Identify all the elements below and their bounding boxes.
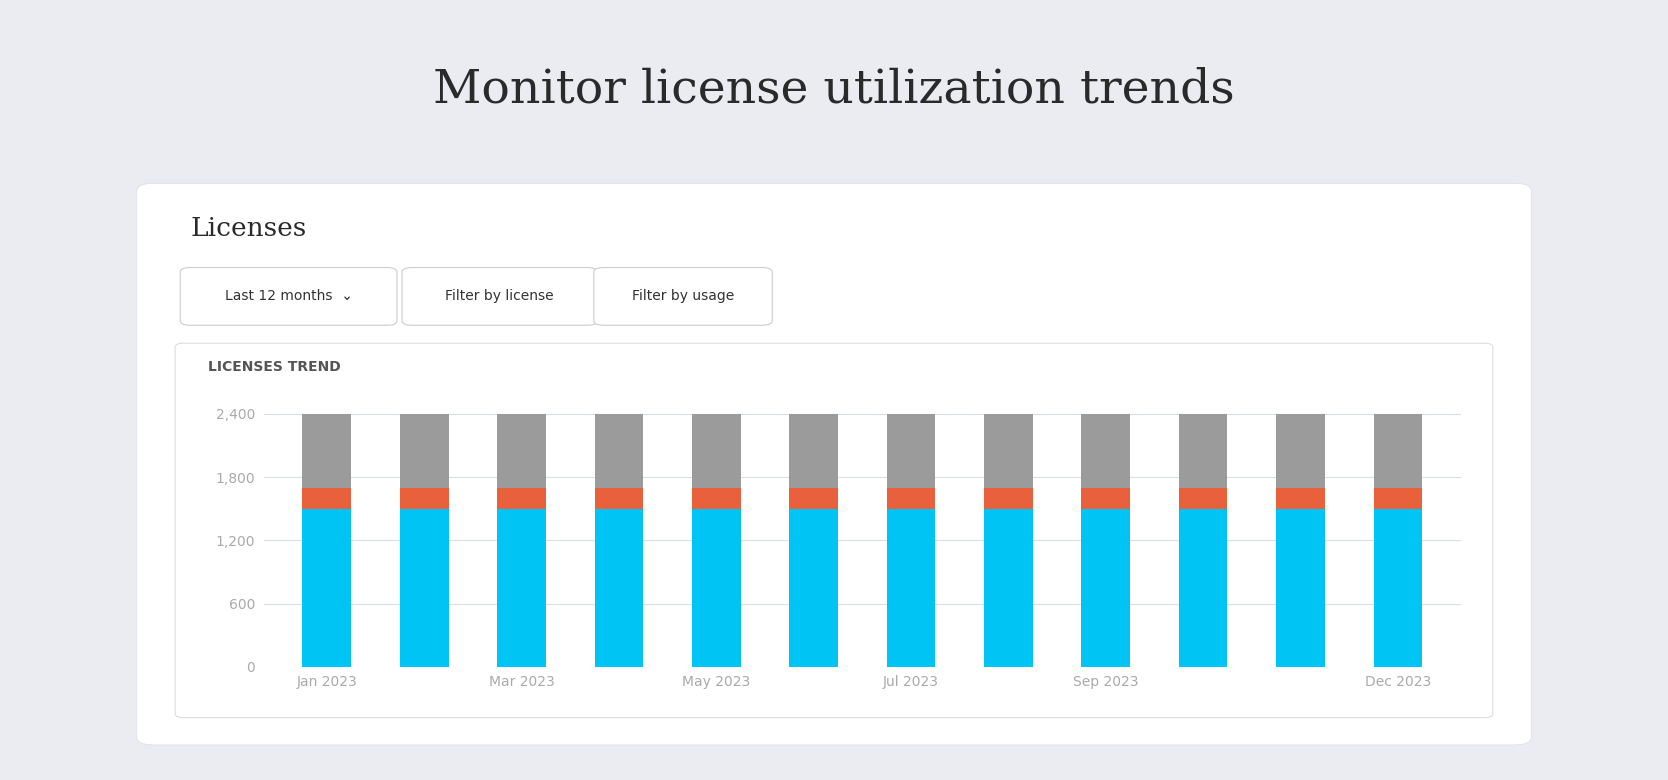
Bar	[1081, 414, 1131, 488]
Bar	[1179, 488, 1228, 509]
Bar	[594, 488, 644, 509]
Text: LICENSES TREND: LICENSES TREND	[208, 360, 342, 374]
Bar	[302, 488, 352, 509]
Bar	[302, 414, 352, 488]
Bar	[497, 414, 545, 488]
Text: Filter by license: Filter by license	[445, 289, 554, 303]
Text: Last 12 months  ⌄: Last 12 months ⌄	[225, 289, 352, 303]
Bar	[400, 414, 449, 488]
Bar	[1373, 509, 1423, 667]
FancyBboxPatch shape	[402, 268, 597, 325]
Bar	[302, 509, 352, 667]
Bar	[789, 509, 837, 667]
Bar	[400, 488, 449, 509]
Text: Filter by usage: Filter by usage	[632, 289, 734, 303]
Bar	[887, 414, 936, 488]
Bar	[1276, 414, 1324, 488]
Bar	[594, 509, 644, 667]
Bar	[1081, 488, 1131, 509]
Bar	[1179, 509, 1228, 667]
Bar	[692, 509, 741, 667]
Bar	[1081, 509, 1131, 667]
Bar	[984, 414, 1032, 488]
Bar	[692, 488, 741, 509]
FancyBboxPatch shape	[175, 343, 1493, 718]
FancyBboxPatch shape	[594, 268, 772, 325]
Bar	[497, 509, 545, 667]
Bar	[692, 414, 741, 488]
FancyBboxPatch shape	[180, 268, 397, 325]
Bar	[789, 414, 837, 488]
Bar	[887, 488, 936, 509]
Text: Monitor license utilization trends: Monitor license utilization trends	[434, 67, 1234, 112]
Bar	[984, 509, 1032, 667]
Bar	[887, 509, 936, 667]
Bar	[400, 509, 449, 667]
Bar	[594, 414, 644, 488]
Bar	[1373, 488, 1423, 509]
Bar	[1373, 414, 1423, 488]
Bar	[1276, 488, 1324, 509]
Bar	[984, 488, 1032, 509]
Bar	[789, 488, 837, 509]
Bar	[497, 488, 545, 509]
Bar	[1276, 509, 1324, 667]
FancyBboxPatch shape	[137, 183, 1531, 745]
Bar	[1179, 414, 1228, 488]
Text: Licenses: Licenses	[190, 216, 307, 241]
